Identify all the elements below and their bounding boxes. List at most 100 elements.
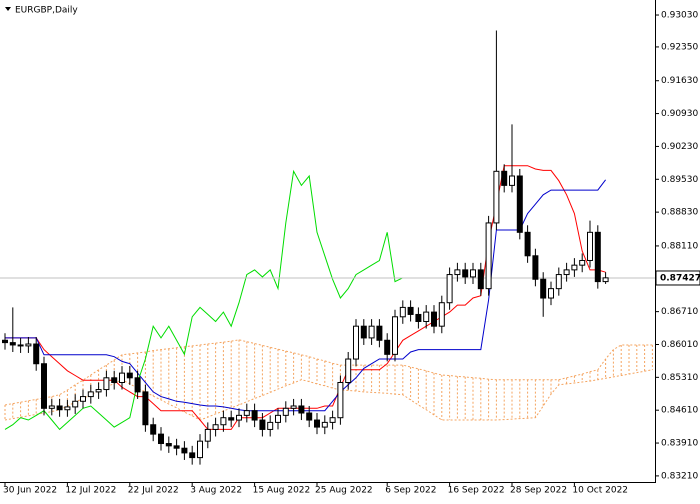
candle-body xyxy=(282,407,289,416)
candle-body xyxy=(345,358,352,384)
candle-body xyxy=(462,269,469,278)
candle-body xyxy=(353,325,359,360)
candle-body xyxy=(579,259,586,266)
candle-body xyxy=(587,231,593,261)
candle-body xyxy=(173,445,180,449)
candle-body xyxy=(212,424,219,430)
candle-body xyxy=(134,377,141,393)
x-tick-label: 12 Jul 2022 xyxy=(65,486,116,496)
candle-body xyxy=(516,175,523,233)
current-price-label: 0.87427 xyxy=(660,273,700,283)
candle-body xyxy=(524,231,531,257)
y-tick-label: 0.85310 xyxy=(661,373,698,383)
candle-body xyxy=(602,277,609,283)
x-tick-label: 16 Sep 2022 xyxy=(448,486,505,496)
candle-body xyxy=(290,405,297,409)
candle-body xyxy=(204,428,211,442)
candle-body xyxy=(548,288,554,299)
candle-body xyxy=(376,325,383,341)
candle-body xyxy=(251,410,258,421)
candle-body xyxy=(485,222,492,290)
indicator-line xyxy=(5,179,606,412)
y-tick-label: 0.83210 xyxy=(661,471,698,481)
candle-body xyxy=(563,269,570,276)
y-tick-label: 0.90930 xyxy=(661,109,698,119)
candle-body xyxy=(392,316,398,355)
candle-body xyxy=(438,302,445,327)
candle-body xyxy=(228,417,235,421)
candle-body xyxy=(470,269,476,278)
y-tick-label: 0.86710 xyxy=(661,307,698,317)
candle-body xyxy=(407,306,414,315)
candle-body xyxy=(150,424,157,435)
x-tick-label: 10 Oct 2022 xyxy=(572,486,628,496)
x-tick-label: 22 Jul 2022 xyxy=(128,486,179,496)
candle-body xyxy=(56,405,63,411)
candle-body xyxy=(41,363,47,409)
x-tick-label: 3 Aug 2022 xyxy=(190,486,242,496)
y-tick-label: 0.89530 xyxy=(661,175,698,185)
candle-body xyxy=(446,274,453,304)
candle-body xyxy=(571,264,578,271)
candle-body xyxy=(477,269,484,290)
candle-body xyxy=(2,339,8,344)
candle-body xyxy=(267,421,274,430)
candle-body xyxy=(314,419,320,428)
candle-body xyxy=(431,311,437,327)
candle-body xyxy=(119,372,125,384)
candle-body xyxy=(87,391,94,398)
y-tick-label: 0.93030 xyxy=(661,11,698,21)
candle-body xyxy=(555,274,562,290)
candle-body xyxy=(17,344,24,347)
candle-body xyxy=(321,421,328,428)
x-tick-label: 30 Jun 2022 xyxy=(3,486,57,496)
candle-body xyxy=(501,170,508,186)
candle-body xyxy=(181,447,188,454)
candle-body xyxy=(329,417,336,423)
candle-body xyxy=(384,339,391,355)
y-tick-label: 0.88830 xyxy=(661,208,698,218)
candle-body xyxy=(454,269,461,276)
candle-body xyxy=(509,175,515,186)
candle-body xyxy=(189,452,196,459)
current-price-box xyxy=(655,270,700,286)
candle-body xyxy=(368,325,375,339)
candle-body xyxy=(423,311,430,322)
candle-body xyxy=(532,255,539,280)
candle-body xyxy=(95,389,102,393)
candle-body xyxy=(80,396,86,402)
candle-body xyxy=(72,400,79,408)
candle-body xyxy=(220,417,227,426)
x-tick-label: 25 Aug 2022 xyxy=(315,486,373,496)
candle-body xyxy=(48,405,55,409)
cloud-span-a xyxy=(4,339,653,406)
candle-body xyxy=(306,412,313,421)
candle-body xyxy=(111,377,118,384)
y-tick-label: 0.86010 xyxy=(661,340,698,350)
y-tick-label: 0.90230 xyxy=(661,142,698,152)
candle-body xyxy=(243,410,250,416)
candle-body xyxy=(103,377,110,391)
x-tick-label: 6 Sep 2022 xyxy=(385,486,436,496)
cloud-span-b xyxy=(4,369,653,421)
y-tick-label: 0.84610 xyxy=(661,406,698,416)
candle-body xyxy=(126,372,133,379)
y-tick-label: 0.91630 xyxy=(661,76,698,86)
y-tick-label: 0.92350 xyxy=(661,42,698,52)
candle-body xyxy=(9,342,16,346)
candle-body xyxy=(259,419,266,430)
indicator-line xyxy=(4,169,404,431)
y-tick-label: 0.88110 xyxy=(661,241,698,251)
candle-body xyxy=(158,433,164,445)
candle-body xyxy=(33,343,40,365)
candle-body xyxy=(594,231,601,283)
candle-body xyxy=(399,306,406,318)
candle-body xyxy=(415,313,422,322)
x-tick-label: 28 Sep 2022 xyxy=(510,486,567,496)
candle-body xyxy=(275,414,281,423)
candle-body xyxy=(142,391,149,426)
candle-body xyxy=(493,170,500,224)
chart-title: EURGBP,Daily xyxy=(15,6,78,16)
